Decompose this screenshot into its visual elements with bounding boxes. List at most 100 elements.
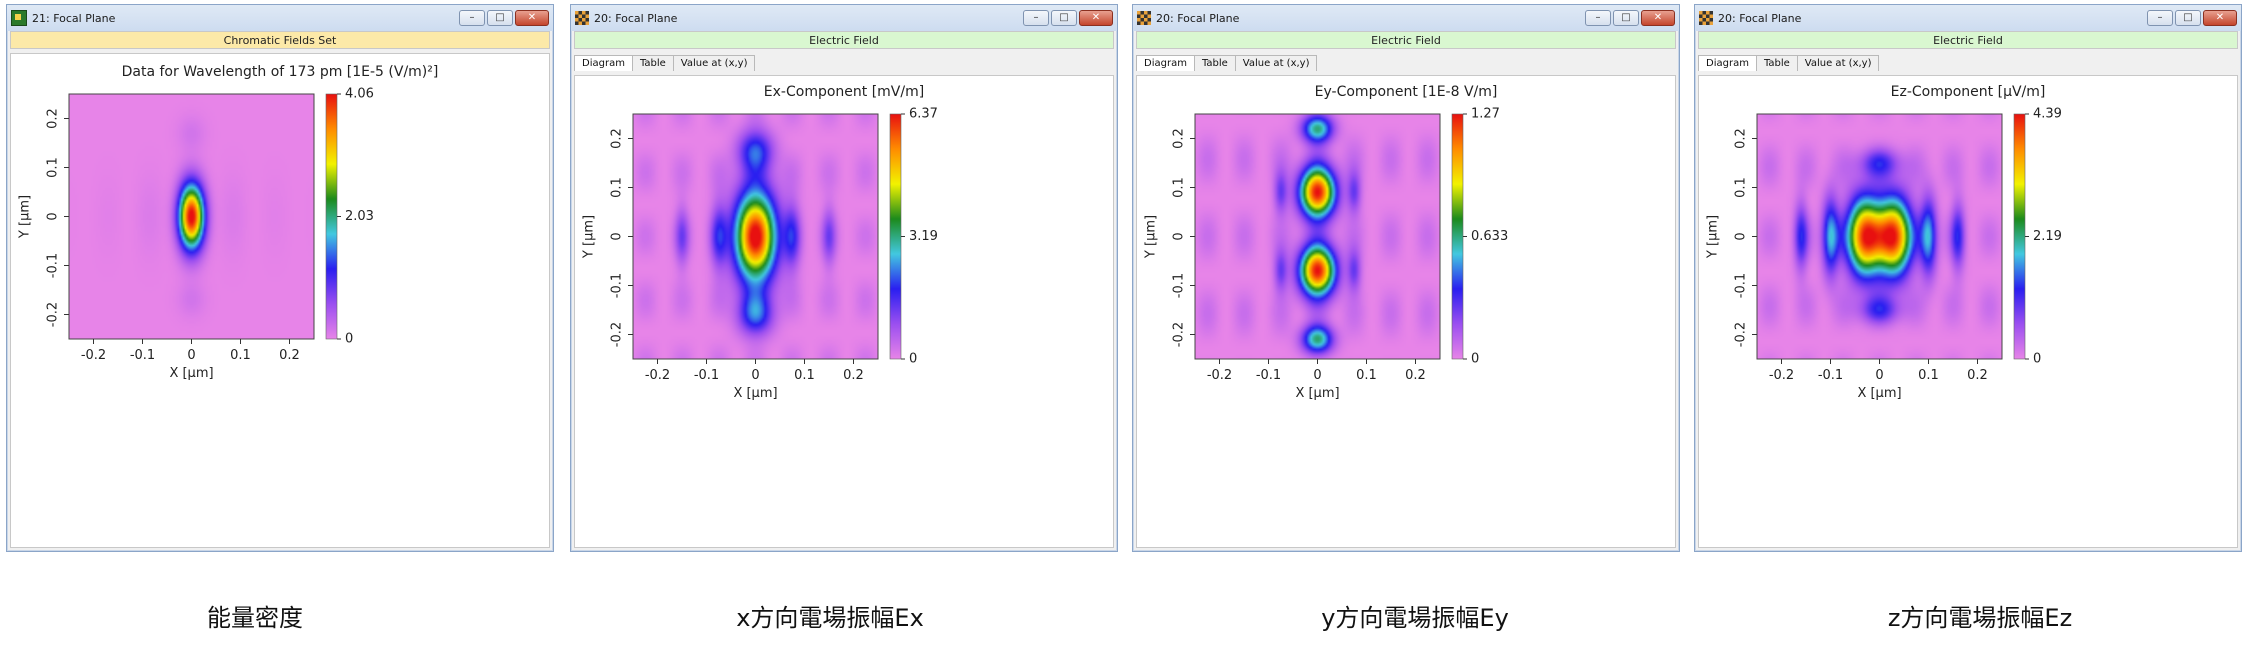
tab-diagram[interactable]: Diagram <box>574 55 633 71</box>
y-axis-label: Y [µm] <box>582 215 597 259</box>
tab-value-at-x-y[interactable]: Value at (x,y) <box>1796 55 1880 71</box>
window-title: 20: Focal Plane <box>594 11 678 25</box>
window-controls: – □ ✕ <box>2147 10 2237 26</box>
window-focal-plane-1[interactable]: 21: Focal Plane – □ ✕ Chromatic Fields Set Da… <box>6 4 554 552</box>
tab-diagram[interactable]: Diagram <box>1698 55 1757 71</box>
x-tick-label: 0.1 <box>1356 368 1377 383</box>
x-axis-label: X [µm] <box>1857 386 1901 401</box>
chart-title: Ez-Component [µV/m] <box>1890 84 2046 100</box>
data-type-header: Chromatic Fields Set <box>10 31 550 49</box>
colorbar <box>325 93 338 340</box>
y-tick-label: -0.1 <box>1734 273 1749 298</box>
chart-title: Data for Wavelength of 173 pm [1E-5 (V/m… <box>121 64 439 80</box>
maximize-icon[interactable]: □ <box>1051 10 1077 26</box>
colorbar <box>889 113 902 360</box>
window-focal-plane-4[interactable]: 20: Focal Plane – □ ✕ Electric Field Diagram T… <box>1694 4 2242 552</box>
window-controls: – □ ✕ <box>459 10 549 26</box>
y-tick-label: 0.2 <box>1734 128 1749 149</box>
y-tick-label: -0.1 <box>1172 273 1187 298</box>
x-tick-label: 0.1 <box>794 368 815 383</box>
y-tick-label: 0.1 <box>46 157 61 178</box>
x-tick-label: 0 <box>1875 368 1883 383</box>
y-tick-label: 0.2 <box>46 108 61 129</box>
x-tick-label: 0.1 <box>1918 368 1939 383</box>
y-tick-label: 0 <box>610 232 625 240</box>
y-tick-label: 0.2 <box>610 128 625 149</box>
diagram-area: Ex-Component [mV/m] -0.2 -0.1 0 0.1 0.2 -0.2 -0… <box>574 75 1114 548</box>
view-tabs: Diagram Table Value at (x,y) <box>574 51 1114 71</box>
x-tick-label: 0.2 <box>843 368 864 383</box>
title-bar[interactable]: 20: Focal Plane – □ ✕ <box>571 5 1117 31</box>
window-focal-plane-3[interactable]: 20: Focal Plane – □ ✕ Electric Field Diagram T… <box>1132 4 1680 552</box>
title-bar[interactable]: 20: Focal Plane – □ ✕ <box>1133 5 1679 31</box>
diagram-area: Ey-Component [1E-8 V/m] -0.2 -0.1 0 0.1 0.2 -0… <box>1136 75 1676 548</box>
colorbar-tick-label: 0 <box>2033 352 2041 367</box>
window-title: 20: Focal Plane <box>1718 11 1802 25</box>
colorbar-tick-label: 0 <box>1471 352 1479 367</box>
y-axis-label: Y [µm] <box>1144 215 1159 259</box>
x-tick-label: 0.1 <box>230 348 251 363</box>
title-bar[interactable]: 21: Focal Plane – □ ✕ <box>7 5 553 31</box>
view-tabs: Diagram Table Value at (x,y) <box>1698 51 2238 71</box>
tab-table[interactable]: Table <box>1193 55 1236 71</box>
colorbar <box>1451 113 1464 360</box>
tab-table[interactable]: Table <box>1755 55 1798 71</box>
tab-value-at-x-y[interactable]: Value at (x,y) <box>672 55 756 71</box>
data-type-header: Electric Field <box>1698 31 2238 49</box>
figure-caption-2: x方向電場振幅Ex <box>736 604 924 632</box>
chart-title: Ey-Component [1E-8 V/m] <box>1314 84 1498 100</box>
close-icon[interactable]: ✕ <box>1079 10 1113 26</box>
maximize-icon[interactable]: □ <box>487 10 513 26</box>
colorbar-tick-label: 1.27 <box>1471 107 1500 122</box>
electric-field-icon <box>1699 11 1713 25</box>
view-tabs: Diagram Table Value at (x,y) <box>1136 51 1676 71</box>
minimize-icon[interactable]: – <box>2147 10 2173 26</box>
colorbar <box>2013 113 2026 360</box>
window-focal-plane-2[interactable]: 20: Focal Plane – □ ✕ Electric Field Diagram T… <box>570 4 1118 552</box>
y-tick-label: -0.2 <box>610 322 625 347</box>
tab-value-at-x-y[interactable]: Value at (x,y) <box>1234 55 1318 71</box>
figure-caption-4: z方向電場振幅Ez <box>1887 604 2073 632</box>
x-tick-label: 0 <box>1313 368 1321 383</box>
y-axis-label: Y [µm] <box>18 195 33 239</box>
close-icon[interactable]: ✕ <box>515 10 549 26</box>
x-tick-label: 0.2 <box>1405 368 1426 383</box>
x-tick-label: -0.1 <box>1256 368 1281 383</box>
y-tick-label: -0.1 <box>46 253 61 278</box>
heatmap-image <box>633 114 878 359</box>
tab-table[interactable]: Table <box>631 55 674 71</box>
close-icon[interactable]: ✕ <box>1641 10 1675 26</box>
colorbar-tick-label: 2.03 <box>345 209 374 224</box>
y-tick-label: -0.2 <box>1734 322 1749 347</box>
x-axis-label: X [µm] <box>1295 386 1339 401</box>
energy-density-icon <box>11 10 27 26</box>
electric-field-icon <box>575 11 589 25</box>
y-axis-label: Y [µm] <box>1706 215 1721 259</box>
close-icon[interactable]: ✕ <box>2203 10 2237 26</box>
maximize-icon[interactable]: □ <box>2175 10 2201 26</box>
x-tick-label: 0 <box>187 348 195 363</box>
y-tick-label: 0.1 <box>1172 177 1187 198</box>
minimize-icon[interactable]: – <box>1023 10 1049 26</box>
chart-title: Ex-Component [mV/m] <box>763 84 925 100</box>
window-title: 20: Focal Plane <box>1156 11 1240 25</box>
colorbar-tick-label: 4.06 <box>345 87 374 102</box>
tab-diagram[interactable]: Diagram <box>1136 55 1195 71</box>
minimize-icon[interactable]: – <box>1585 10 1611 26</box>
diagram-area: Ez-Component [µV/m] -0.2 -0.1 0 0.1 0.2 -0.2 -0… <box>1698 75 2238 548</box>
x-tick-label: -0.2 <box>81 348 106 363</box>
window-controls: – □ ✕ <box>1585 10 1675 26</box>
minimize-icon[interactable]: – <box>459 10 485 26</box>
x-tick-label: -0.2 <box>1207 368 1232 383</box>
x-axis-label: X [µm] <box>169 366 213 381</box>
maximize-icon[interactable]: □ <box>1613 10 1639 26</box>
colorbar-tick-label: 0 <box>909 352 917 367</box>
x-tick-label: 0.2 <box>279 348 300 363</box>
heatmap-image <box>69 94 314 339</box>
title-bar[interactable]: 20: Focal Plane – □ ✕ <box>1695 5 2241 31</box>
x-tick-label: 0 <box>751 368 759 383</box>
colorbar-tick-label: 0.633 <box>1471 229 1508 244</box>
y-tick-label: 0.2 <box>1172 128 1187 149</box>
x-tick-label: -0.1 <box>1818 368 1843 383</box>
window-controls: – □ ✕ <box>1023 10 1113 26</box>
